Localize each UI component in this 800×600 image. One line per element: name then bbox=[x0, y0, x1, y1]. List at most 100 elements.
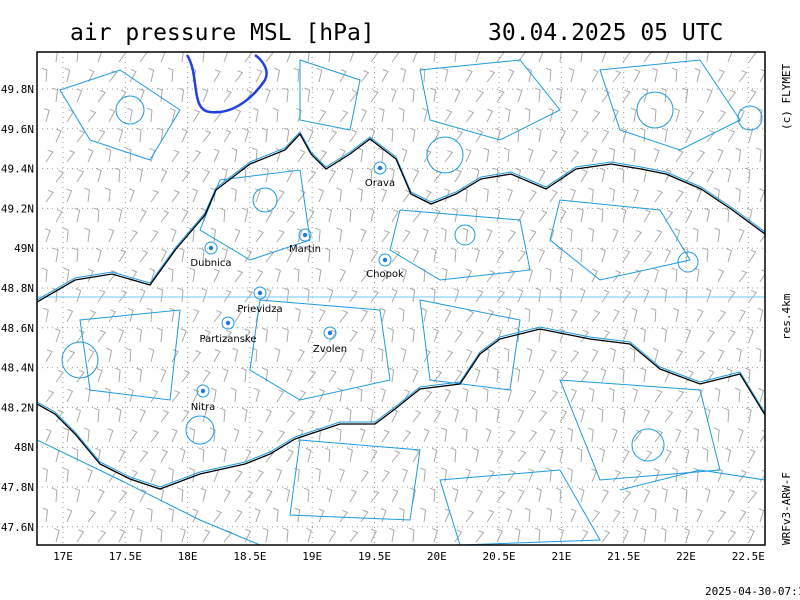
lat-label: 49.4N bbox=[1, 163, 34, 176]
wind-barb bbox=[503, 147, 510, 163]
wind-barb bbox=[482, 387, 489, 403]
wind-barb bbox=[303, 287, 310, 303]
wind-barb bbox=[318, 188, 325, 203]
wind-barb bbox=[696, 149, 706, 163]
wind-barb bbox=[755, 347, 762, 363]
wind-barb bbox=[296, 228, 303, 243]
wind-barb bbox=[673, 307, 680, 323]
isobar bbox=[636, 91, 674, 129]
wind-barb bbox=[339, 509, 349, 523]
wind-barb bbox=[672, 467, 678, 483]
wind-barb bbox=[475, 329, 484, 343]
wind-barb bbox=[327, 408, 333, 423]
wind-barb bbox=[548, 108, 554, 123]
wind-barb bbox=[685, 208, 693, 223]
wind-barb bbox=[601, 89, 611, 103]
wind-barb bbox=[633, 229, 643, 243]
wind-barb bbox=[588, 387, 595, 403]
wind-barb bbox=[454, 329, 463, 343]
wind-barb bbox=[462, 387, 469, 403]
wind-barb bbox=[759, 429, 765, 443]
wind-barb bbox=[547, 307, 554, 323]
wind-barb bbox=[727, 329, 736, 343]
wind-barb bbox=[528, 189, 537, 203]
wind-barb bbox=[475, 129, 484, 143]
wind-barb bbox=[664, 169, 672, 183]
wind-barb bbox=[633, 429, 642, 443]
wind-barb bbox=[612, 228, 619, 243]
wind-barb bbox=[223, 489, 231, 503]
wind-barb bbox=[618, 367, 625, 383]
wind-barb bbox=[717, 148, 724, 163]
wind-barb bbox=[171, 189, 180, 203]
isobar bbox=[252, 187, 278, 213]
wind-barb bbox=[192, 308, 200, 323]
wind-barb bbox=[87, 69, 95, 83]
wind-barb bbox=[444, 309, 452, 323]
wind-barb bbox=[213, 148, 220, 163]
wind-barb bbox=[76, 130, 86, 143]
wind-barb bbox=[347, 447, 353, 463]
wind-barb bbox=[318, 388, 326, 403]
wind-barb bbox=[276, 389, 285, 403]
wind-barb bbox=[139, 450, 149, 463]
wind-barb bbox=[546, 507, 553, 523]
wind-barb bbox=[345, 207, 352, 223]
isobar bbox=[37, 326, 765, 488]
wind-barb bbox=[230, 387, 237, 403]
wind-barb bbox=[388, 527, 395, 543]
grid bbox=[37, 52, 765, 545]
wind-barb bbox=[45, 149, 54, 163]
wind-barb bbox=[234, 270, 244, 283]
wind-barb bbox=[727, 289, 736, 303]
wind-barb bbox=[97, 289, 106, 303]
wind-barb bbox=[591, 510, 601, 523]
wind-barb bbox=[704, 487, 711, 503]
wind-barb bbox=[725, 447, 732, 463]
wind-barb bbox=[618, 167, 625, 183]
wind-barb bbox=[276, 429, 286, 443]
wind-barb bbox=[349, 489, 357, 503]
isobar bbox=[115, 95, 145, 125]
wind-barb bbox=[296, 107, 302, 123]
wind-barb bbox=[401, 268, 407, 283]
wind-barb bbox=[504, 107, 511, 123]
wind-barb bbox=[389, 167, 395, 183]
wind-barb bbox=[192, 508, 199, 523]
wind-barb bbox=[654, 229, 663, 243]
wind-barb bbox=[148, 347, 155, 363]
wind-barb bbox=[601, 52, 607, 63]
wind-barb bbox=[714, 387, 721, 403]
wind-barb bbox=[559, 52, 562, 63]
isobar bbox=[61, 341, 99, 379]
lon-label: 22.5E bbox=[732, 550, 765, 563]
wind-barb bbox=[367, 407, 374, 423]
wind-barb bbox=[252, 107, 259, 123]
wind-barb bbox=[727, 52, 733, 63]
wind-barb bbox=[409, 327, 415, 343]
wind-barb bbox=[567, 467, 573, 483]
wind-barb bbox=[234, 70, 244, 83]
wind-barb bbox=[87, 509, 97, 523]
wind-barb bbox=[282, 87, 289, 103]
wind-barb bbox=[116, 207, 123, 223]
wind-barb bbox=[244, 290, 254, 303]
wind-barb bbox=[66, 150, 76, 163]
wind-barb bbox=[609, 187, 615, 203]
wind-barb bbox=[535, 287, 542, 303]
wind-barb bbox=[76, 329, 85, 343]
wind-barb bbox=[643, 488, 651, 503]
wind-barb bbox=[452, 207, 459, 223]
wind-barb bbox=[442, 67, 449, 83]
wind-barb bbox=[76, 88, 83, 103]
wind-barb bbox=[192, 150, 202, 163]
wind-barb bbox=[516, 88, 523, 103]
wind-barb bbox=[717, 310, 727, 323]
wind-barb bbox=[381, 188, 387, 203]
wind-barb bbox=[160, 368, 167, 383]
wind-barb bbox=[157, 287, 164, 303]
lat-label: 47.6N bbox=[1, 521, 34, 534]
wind-barb bbox=[139, 489, 147, 503]
wind-barb bbox=[621, 128, 627, 143]
wind-barb bbox=[93, 407, 100, 423]
